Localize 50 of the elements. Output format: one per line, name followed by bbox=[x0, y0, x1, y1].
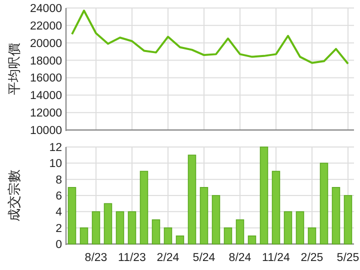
y-tick-label: 12 bbox=[49, 142, 62, 154]
y-tick-label: 18000 bbox=[30, 55, 62, 68]
bar bbox=[320, 162, 328, 244]
bar bbox=[176, 236, 184, 244]
bar bbox=[236, 219, 244, 244]
x-tick-label: 11/23 bbox=[118, 252, 146, 264]
bar bbox=[272, 170, 280, 244]
bar bbox=[128, 211, 136, 244]
y-tick-label: 14000 bbox=[30, 90, 62, 102]
bar bbox=[296, 211, 304, 244]
y-tick-label: 12000 bbox=[30, 108, 62, 120]
bar bbox=[116, 211, 124, 244]
x-tick-label: 5/25 bbox=[336, 252, 360, 264]
y-axis-title: 平均呎價 bbox=[6, 43, 22, 95]
bar bbox=[104, 203, 112, 244]
y-tick-label: 24000 bbox=[30, 3, 62, 15]
bar bbox=[308, 227, 316, 244]
x-tick-label: 5/24 bbox=[192, 252, 216, 264]
bar bbox=[212, 195, 220, 244]
y-tick-label: 8 bbox=[56, 174, 62, 186]
x-tick-label: 8/23 bbox=[84, 252, 108, 264]
y-tick-label: 6 bbox=[56, 190, 62, 202]
y-tick-label: 2 bbox=[56, 222, 62, 235]
y-tick-label: 10000 bbox=[30, 125, 62, 137]
y-tick-label: 0 bbox=[56, 239, 62, 251]
bar bbox=[140, 170, 148, 244]
bar bbox=[152, 219, 160, 244]
x-tick-label: 11/24 bbox=[262, 252, 291, 264]
bar bbox=[224, 227, 232, 244]
bar bbox=[260, 146, 268, 244]
x-tick-label: 8/24 bbox=[228, 252, 252, 264]
y-tick-label: 4 bbox=[56, 206, 63, 219]
bar bbox=[80, 227, 88, 244]
y-tick-label: 20000 bbox=[30, 38, 62, 50]
bar bbox=[248, 236, 256, 244]
bar bbox=[332, 187, 340, 244]
bar bbox=[284, 211, 292, 244]
y-tick-label: 16000 bbox=[30, 72, 62, 85]
y-tick-label: 10 bbox=[49, 158, 62, 170]
bar bbox=[68, 187, 76, 244]
bar bbox=[344, 195, 352, 244]
bar bbox=[188, 154, 196, 244]
bar bbox=[164, 227, 172, 244]
line-series bbox=[71, 10, 349, 65]
bar bbox=[200, 187, 208, 244]
x-tick-label: 2/24 bbox=[156, 252, 180, 264]
y-tick-label: 22000 bbox=[30, 20, 62, 32]
y-axis-title: 成交宗數 bbox=[6, 170, 22, 222]
x-tick-label: 2/25 bbox=[300, 252, 324, 264]
bar bbox=[92, 211, 100, 244]
